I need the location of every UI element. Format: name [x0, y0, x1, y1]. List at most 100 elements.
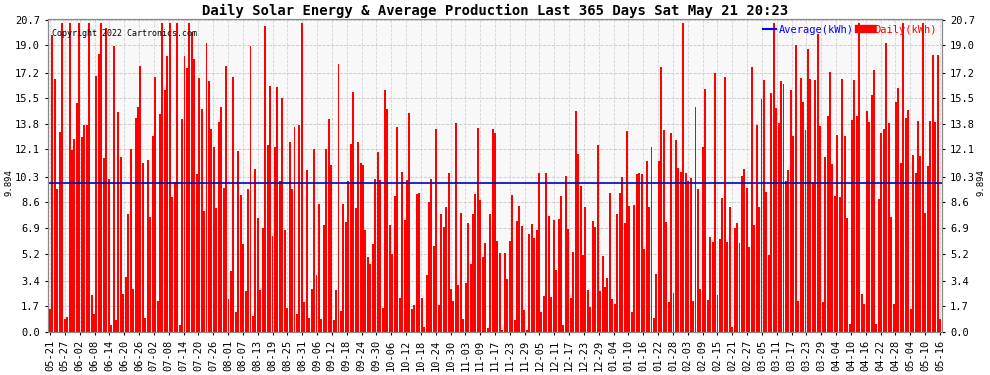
Bar: [340, 311, 342, 332]
Bar: [83, 125, 85, 332]
Bar: [311, 289, 313, 332]
Bar: [572, 252, 574, 332]
Bar: [86, 125, 88, 332]
Bar: [893, 304, 895, 332]
Bar: [529, 234, 531, 332]
Bar: [639, 174, 641, 332]
Bar: [66, 316, 68, 332]
Bar: [848, 324, 850, 332]
Bar: [135, 118, 137, 332]
Bar: [699, 289, 701, 332]
Bar: [321, 319, 323, 332]
Bar: [452, 302, 454, 332]
Bar: [308, 318, 310, 332]
Bar: [538, 173, 540, 332]
Bar: [76, 103, 78, 332]
Bar: [616, 213, 618, 332]
Bar: [812, 182, 814, 332]
Bar: [626, 132, 628, 332]
Bar: [61, 23, 63, 332]
Bar: [264, 26, 266, 332]
Bar: [667, 302, 669, 332]
Bar: [381, 309, 383, 332]
Bar: [98, 54, 100, 332]
Bar: [644, 249, 645, 332]
Bar: [252, 316, 253, 332]
Bar: [130, 149, 132, 332]
Bar: [570, 298, 572, 332]
Bar: [145, 318, 147, 332]
Bar: [778, 123, 779, 332]
Bar: [614, 304, 616, 332]
Bar: [824, 157, 826, 332]
Bar: [650, 147, 652, 332]
Bar: [421, 298, 423, 332]
Bar: [827, 116, 829, 332]
Bar: [609, 193, 611, 332]
Bar: [675, 140, 677, 332]
Bar: [68, 23, 70, 332]
Bar: [367, 257, 369, 332]
Bar: [372, 244, 374, 332]
Bar: [418, 193, 420, 332]
Bar: [343, 204, 345, 332]
Bar: [469, 264, 471, 332]
Bar: [196, 174, 198, 332]
Bar: [293, 128, 295, 332]
Bar: [543, 296, 545, 332]
Bar: [140, 66, 142, 332]
Bar: [547, 216, 549, 332]
Bar: [181, 119, 183, 332]
Bar: [279, 182, 281, 332]
Bar: [487, 328, 489, 332]
Bar: [335, 290, 337, 332]
Bar: [223, 188, 225, 332]
Bar: [364, 230, 366, 332]
Bar: [815, 80, 817, 332]
Bar: [298, 125, 300, 332]
Bar: [173, 182, 175, 332]
Bar: [834, 196, 836, 332]
Bar: [526, 330, 528, 332]
Bar: [206, 43, 208, 332]
Bar: [917, 121, 919, 332]
Bar: [750, 67, 752, 332]
Bar: [230, 270, 232, 332]
Bar: [819, 126, 821, 332]
Bar: [261, 228, 263, 332]
Bar: [870, 95, 872, 332]
Bar: [359, 162, 361, 332]
Bar: [159, 114, 161, 332]
Bar: [169, 23, 171, 332]
Bar: [509, 241, 511, 332]
Bar: [120, 157, 122, 332]
Bar: [737, 223, 738, 332]
Bar: [467, 223, 469, 332]
Bar: [770, 93, 772, 332]
Bar: [201, 109, 203, 332]
Bar: [687, 181, 689, 332]
Bar: [829, 72, 831, 332]
Bar: [414, 304, 415, 332]
Bar: [932, 55, 934, 332]
Bar: [800, 78, 802, 332]
Bar: [915, 172, 917, 332]
Bar: [203, 211, 205, 332]
Bar: [648, 207, 650, 332]
Bar: [741, 176, 742, 332]
Bar: [594, 227, 596, 332]
Bar: [411, 309, 413, 332]
Bar: [428, 202, 430, 332]
Bar: [213, 147, 215, 332]
Bar: [695, 107, 697, 332]
Bar: [900, 163, 902, 332]
Bar: [930, 121, 932, 332]
Bar: [443, 227, 445, 332]
Bar: [128, 214, 130, 332]
Bar: [386, 109, 388, 332]
Bar: [391, 254, 393, 332]
Bar: [193, 59, 195, 332]
Bar: [690, 178, 692, 332]
Bar: [51, 35, 53, 332]
Bar: [712, 242, 714, 332]
